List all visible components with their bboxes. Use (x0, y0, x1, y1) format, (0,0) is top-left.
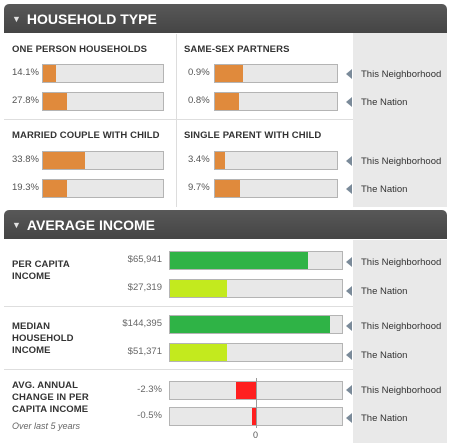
same-sex-nation-value: 0.8% (188, 95, 210, 106)
per-capita-neighborhood-value: $65,941 (127, 254, 162, 265)
legend-pointer-icon (346, 257, 352, 267)
legend-nation: The Nation (346, 94, 407, 110)
same-sex-neighborhood-value: 0.9% (188, 67, 210, 78)
per-capita-neighborhood-bar (169, 251, 343, 270)
median-nation-value: $51,371 (127, 346, 162, 357)
change-neighborhood-fill (236, 382, 256, 399)
legend-pointer-icon (346, 413, 352, 423)
average-income-title: AVERAGE INCOME (26, 216, 156, 233)
median-neighborhood-bar (169, 315, 343, 334)
per-capita-neighborhood-fill (170, 252, 308, 269)
legend-nation: The Nation (346, 181, 407, 197)
change-nation-fill (252, 408, 256, 425)
household-column-divider (176, 34, 177, 207)
avg-annual-change-label: AVG. ANNUAL CHANGE IN PER CAPITA INCOME (12, 380, 89, 415)
median-neighborhood-value: $144,395 (122, 318, 162, 329)
legend-nation: The Nation (346, 283, 407, 299)
legend-neighborhood: This Neighborhood (346, 382, 441, 398)
per-capita-income-label: PER CAPITA INCOME (12, 259, 70, 282)
legend-pointer-icon (346, 97, 352, 107)
collapse-triangle-icon: ▼ (12, 219, 21, 230)
legend-pointer-icon (346, 184, 352, 194)
married-neighborhood-bar (42, 151, 164, 170)
legend-sidebar-household (353, 33, 447, 207)
household-type-header[interactable]: ▼ HOUSEHOLD TYPE (4, 4, 447, 33)
income-row-divider (4, 369, 353, 370)
married-couple-label: MARRIED COUPLE WITH CHILD (12, 130, 160, 141)
married-nation-value: 19.3% (12, 182, 39, 193)
single-parent-nation-bar (214, 179, 338, 198)
single-parent-label: SINGLE PARENT WITH CHILD (184, 130, 322, 141)
median-neighborhood-fill (170, 316, 330, 333)
zero-axis-label: 0 (253, 430, 259, 440)
median-household-income-label: MEDIAN HOUSEHOLD INCOME (12, 321, 74, 356)
collapse-triangle-icon: ▼ (12, 13, 21, 24)
married-nation-bar (42, 179, 164, 198)
single-parent-neighborhood-bar (214, 151, 338, 170)
median-nation-bar (169, 343, 343, 362)
one-person-neighborhood-bar (42, 64, 164, 83)
same-sex-nation-bar (214, 92, 338, 111)
legend-nation: The Nation (346, 410, 407, 426)
change-nation-value: -0.5% (137, 410, 162, 421)
average-income-header[interactable]: ▼ AVERAGE INCOME (4, 210, 447, 239)
median-nation-fill (170, 344, 227, 361)
per-capita-nation-fill (170, 280, 227, 297)
per-capita-nation-bar (169, 279, 343, 298)
single-parent-neighborhood-value: 3.4% (188, 154, 210, 165)
household-row-divider (4, 119, 353, 120)
legend-nation: The Nation (346, 347, 407, 363)
over-last-5-years-label: Over last 5 years (12, 421, 81, 431)
legend-pointer-icon (346, 156, 352, 166)
one-person-nation-value: 27.8% (12, 95, 39, 106)
legend-neighborhood: This Neighborhood (346, 318, 441, 334)
legend-pointer-icon (346, 69, 352, 79)
one-person-nation-bar (42, 92, 164, 111)
legend-pointer-icon (346, 321, 352, 331)
income-row-divider (4, 306, 353, 307)
household-type-title: HOUSEHOLD TYPE (26, 10, 157, 27)
legend-neighborhood: This Neighborhood (346, 153, 441, 169)
zero-axis-line (256, 378, 257, 428)
change-neighborhood-value: -2.3% (137, 384, 162, 395)
legend-pointer-icon (346, 385, 352, 395)
one-person-households-label: ONE PERSON HOUSEHOLDS (12, 44, 148, 55)
legend-neighborhood: This Neighborhood (346, 66, 441, 82)
one-person-neighborhood-value: 14.1% (12, 67, 39, 78)
married-neighborhood-value: 33.8% (12, 154, 39, 165)
same-sex-partners-label: SAME-SEX PARTNERS (184, 44, 290, 55)
single-parent-nation-value: 9.7% (188, 182, 210, 193)
same-sex-neighborhood-bar (214, 64, 338, 83)
per-capita-nation-value: $27,319 (127, 282, 162, 293)
legend-sidebar-income (353, 240, 447, 443)
legend-pointer-icon (346, 350, 352, 360)
legend-pointer-icon (346, 286, 352, 296)
legend-neighborhood: This Neighborhood (346, 254, 441, 270)
